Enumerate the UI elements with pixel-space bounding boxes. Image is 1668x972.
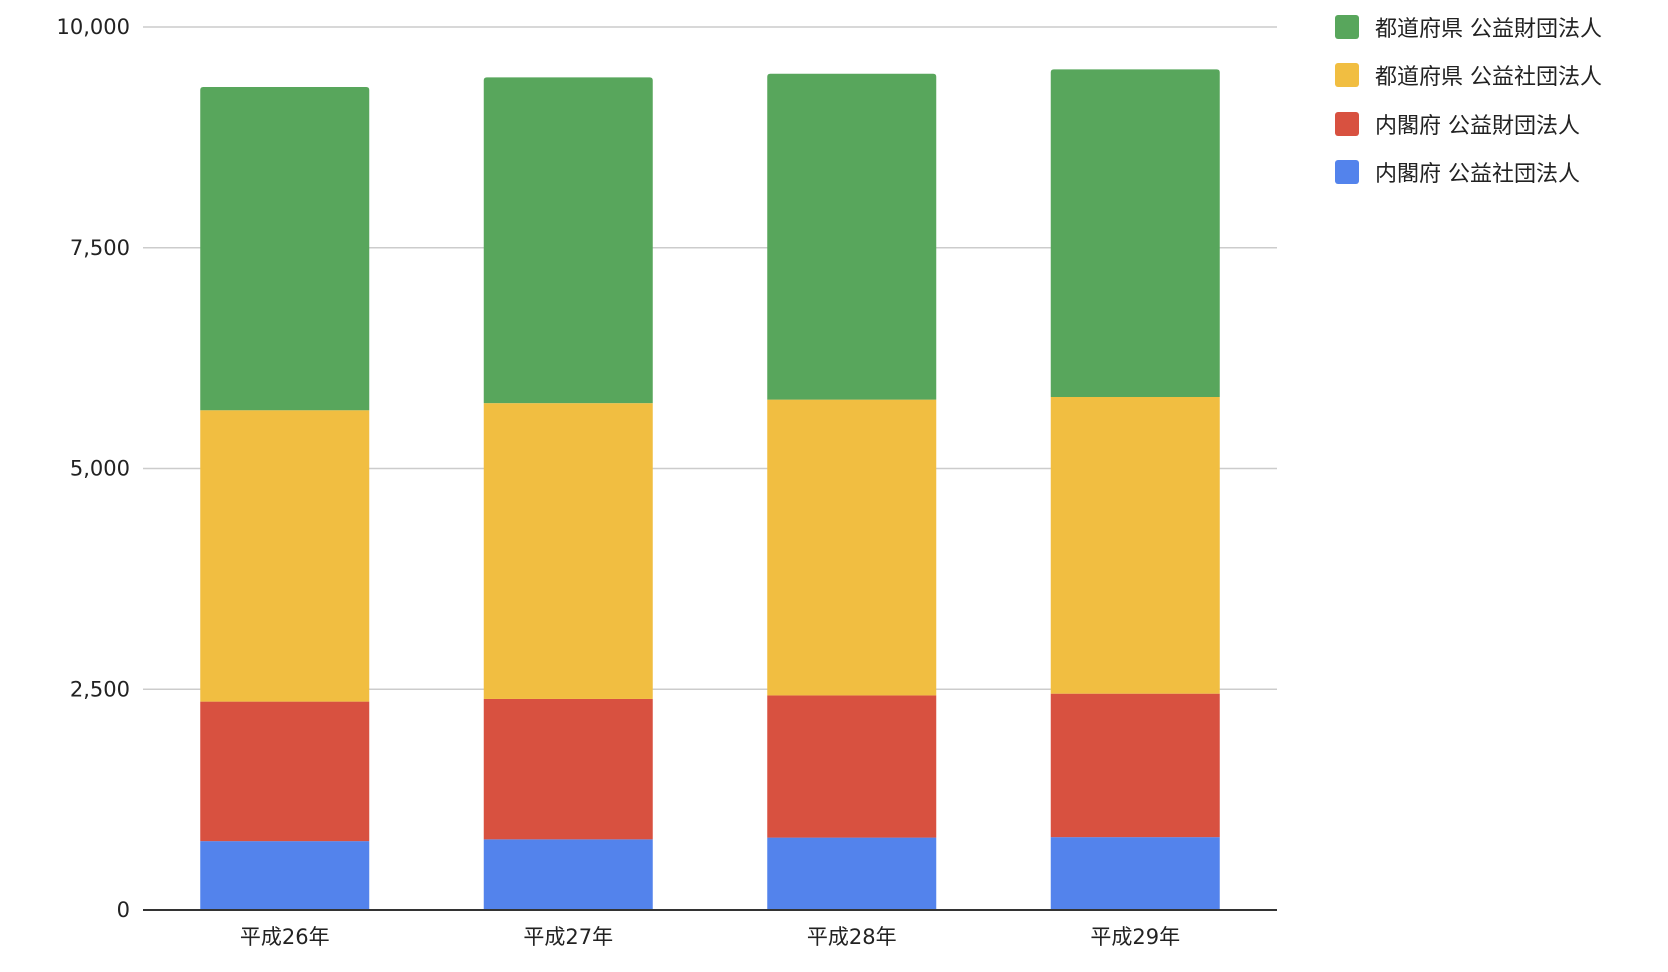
legend-label: 内閣府 公益財団法人 (1375, 113, 1580, 139)
legend-item[interactable]: 内閣府 公益社団法人 (1335, 160, 1602, 187)
bar-segment[interactable] (1050, 837, 1220, 910)
legend-label: 内閣府 公益社団法人 (1375, 162, 1580, 187)
bar-segment[interactable] (483, 403, 653, 699)
legend-swatch (1335, 14, 1359, 39)
bar-segment[interactable] (200, 410, 370, 702)
legend-item[interactable]: 内閣府 公益財団法人 (1335, 111, 1602, 139)
x-category-label: 平成29年 (1090, 925, 1180, 949)
bar-segment[interactable] (1050, 69, 1220, 397)
legend-item[interactable]: 都道府県 公益社団法人 (1335, 63, 1602, 90)
bar-segment[interactable] (767, 837, 937, 910)
bar-segment[interactable] (767, 695, 937, 838)
y-tick-label: 0 (117, 898, 130, 922)
y-tick-label: 2,500 (70, 677, 130, 701)
bars (200, 69, 1220, 910)
y-tick-label: 7,500 (70, 236, 130, 260)
bar-segment[interactable] (200, 87, 370, 411)
x-category-label: 平成27年 (523, 925, 613, 949)
y-axis-tick-labels: 0 2,500 5,000 7,500 10,000 (57, 15, 130, 922)
bar-segment[interactable] (1050, 396, 1220, 694)
bar-segment[interactable] (767, 399, 937, 696)
bar-segment[interactable] (200, 841, 370, 910)
bar-segment[interactable] (483, 839, 653, 910)
legend: 都道府県 公益財団法人 都道府県 公益社団法人 内閣府 公益財団法人 内閣府 公… (1335, 14, 1602, 208)
x-category-label: 平成26年 (240, 925, 330, 949)
bar-segment[interactable] (483, 698, 653, 840)
legend-item[interactable]: 都道府県 公益財団法人 (1335, 14, 1602, 42)
x-axis-category-labels: 平成26年 平成27年 平成28年 平成29年 (240, 925, 1180, 949)
y-tick-label: 10,000 (57, 15, 130, 39)
legend-label: 都道府県 公益社団法人 (1375, 65, 1602, 90)
y-tick-label: 5,000 (70, 457, 130, 481)
bar-segment[interactable] (767, 73, 937, 400)
bar-segment[interactable] (200, 701, 370, 842)
bar-segment[interactable] (1050, 693, 1220, 838)
legend-swatch (1335, 160, 1359, 184)
legend-label: 都道府県 公益財団法人 (1375, 16, 1602, 42)
legend-swatch (1335, 63, 1359, 87)
x-category-label: 平成28年 (807, 925, 897, 949)
legend-swatch (1335, 111, 1359, 136)
bar-segment[interactable] (483, 77, 653, 404)
